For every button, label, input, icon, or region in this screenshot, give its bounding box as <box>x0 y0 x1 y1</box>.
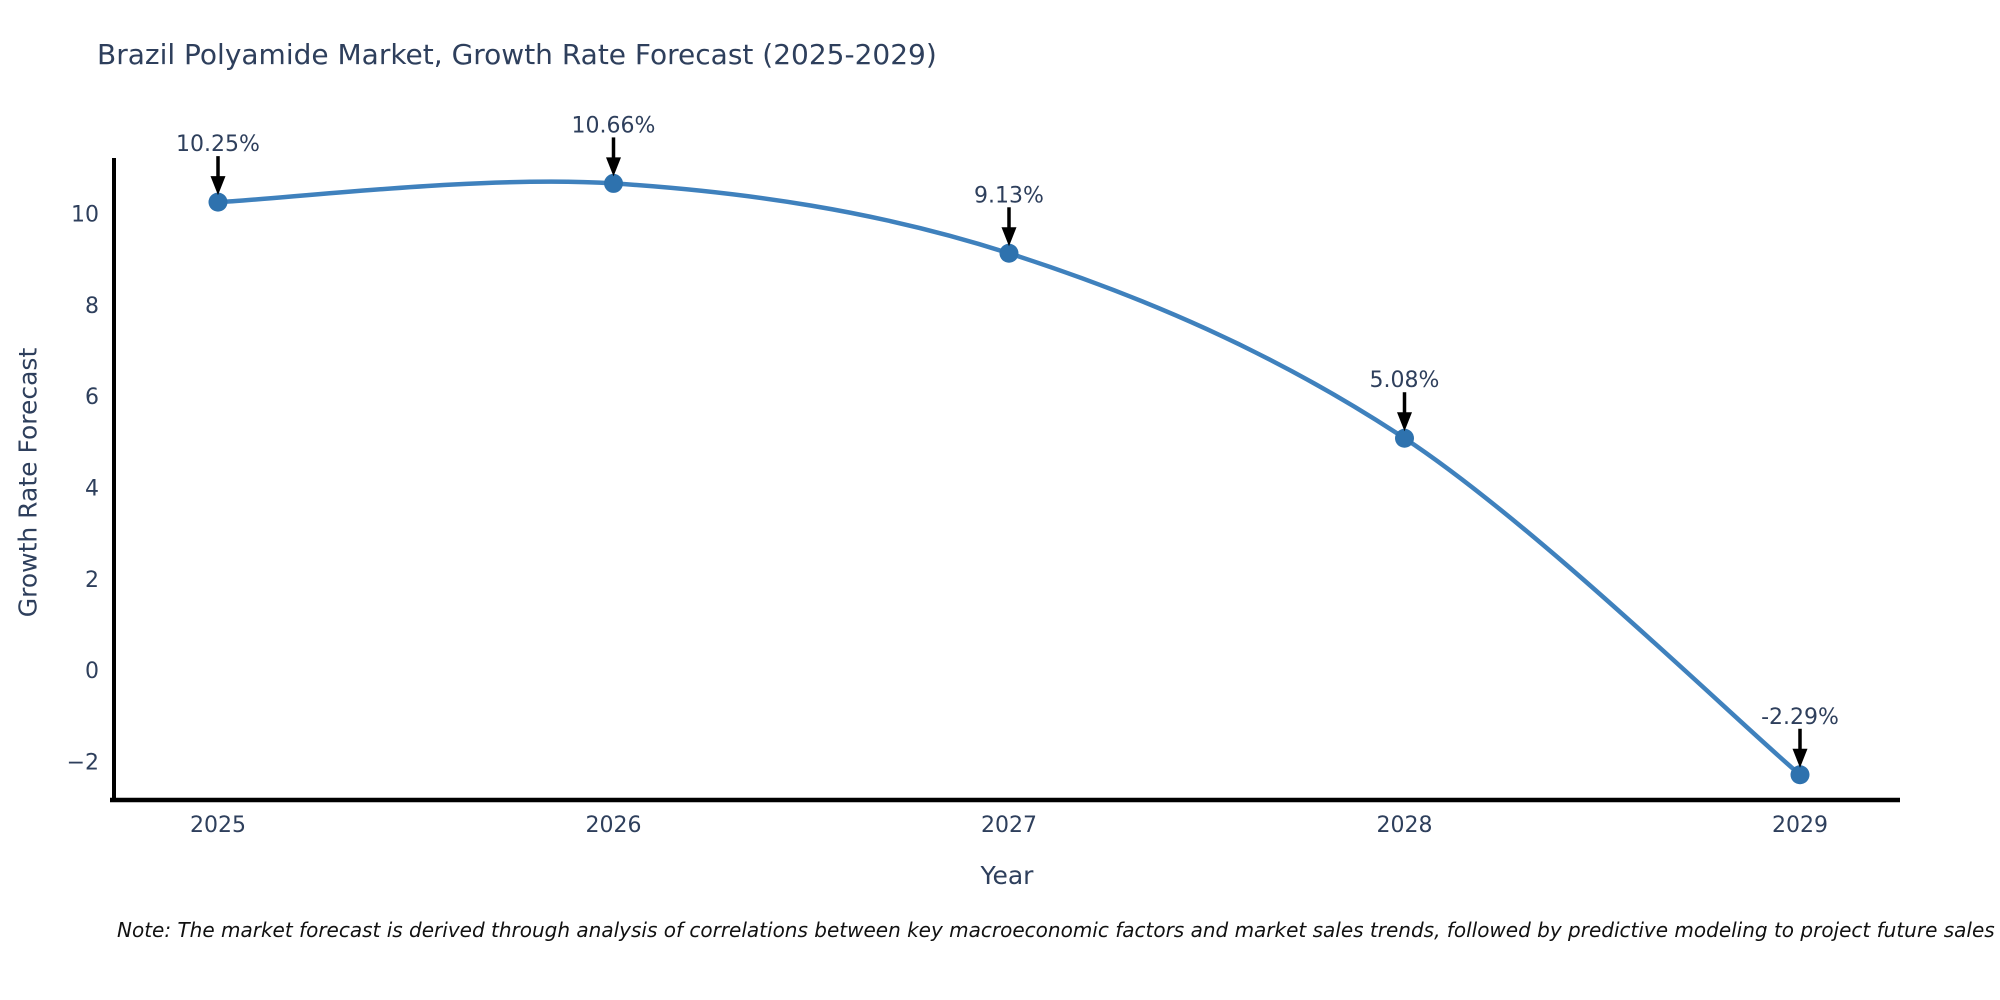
chart-footnote: Note: The market forecast is derived thr… <box>117 918 1995 942</box>
x-axis-title: Year <box>980 861 1034 890</box>
y-tick-label: 4 <box>85 477 99 502</box>
x-tick-label: 2028 <box>1377 813 1433 838</box>
data-point <box>604 173 623 193</box>
data-point <box>208 192 228 212</box>
y-tick-label: −2 <box>67 751 99 776</box>
data-point <box>999 243 1019 263</box>
annotation-arrowhead <box>606 157 621 177</box>
data-point <box>1790 765 1810 785</box>
y-tick-label: 10 <box>71 203 99 228</box>
y-tick-label: 6 <box>85 385 99 410</box>
x-tick-label: 2029 <box>1772 813 1828 838</box>
data-point-label: 10.66% <box>572 113 656 138</box>
y-tick-label: 2 <box>85 568 99 593</box>
data-point-label: 10.25% <box>176 132 260 157</box>
data-point-label: 5.08% <box>1370 368 1440 393</box>
annotation-arrowhead <box>210 176 226 196</box>
y-tick-label: 0 <box>85 659 99 684</box>
forecast-line <box>215 179 1803 778</box>
data-point <box>1395 428 1414 448</box>
x-tick-label: 2025 <box>190 813 246 838</box>
data-point-label: -2.29% <box>1761 705 1839 730</box>
annotation-arrowhead <box>1001 227 1017 247</box>
y-tick-label: 8 <box>85 294 99 319</box>
y-axis-title: Growth Rate Forecast <box>13 347 43 618</box>
x-tick-label: 2027 <box>981 813 1037 838</box>
annotation-arrowhead <box>1792 748 1808 768</box>
annotation-arrowhead <box>1397 412 1412 432</box>
x-tick-label: 2026 <box>586 813 642 838</box>
data-point-label: 9.13% <box>974 183 1044 208</box>
chart-title: Brazil Polyamide Market, Growth Rate For… <box>97 38 937 71</box>
